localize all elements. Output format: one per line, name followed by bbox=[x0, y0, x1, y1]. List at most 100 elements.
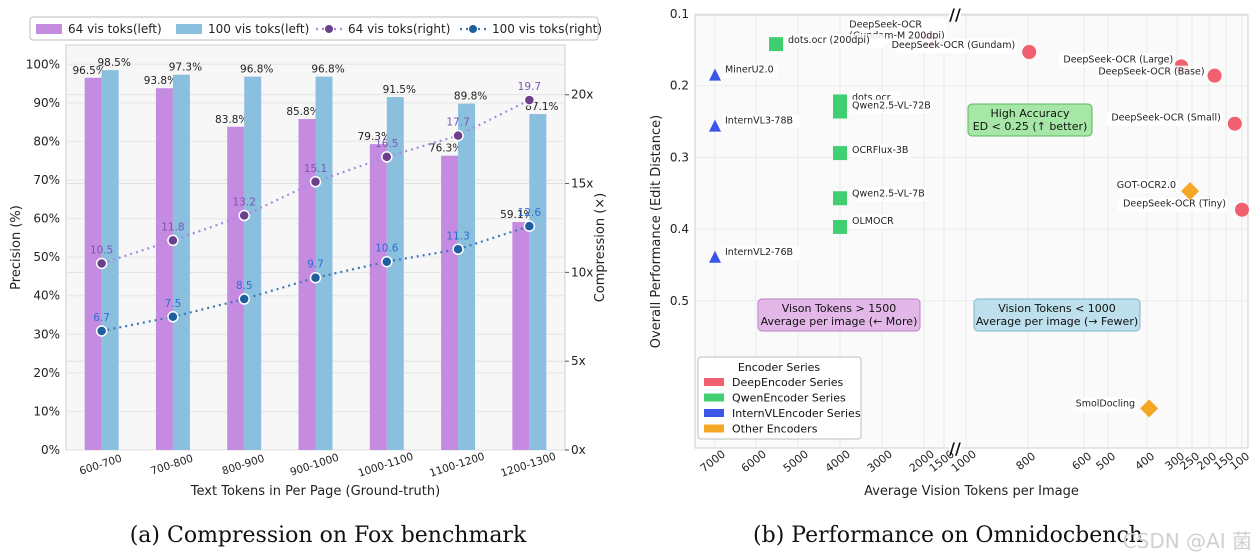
point-deepencoder bbox=[1207, 68, 1222, 83]
legend-label-b: DeepEncoder Series bbox=[732, 376, 844, 389]
y2-tick-label: 0x bbox=[571, 443, 586, 457]
y-tick-label: 40% bbox=[33, 289, 60, 303]
bar-value-label: 83.8% bbox=[215, 114, 248, 126]
line-value-label: 10.6 bbox=[375, 243, 399, 255]
x-tick-label-b: 400 bbox=[1133, 450, 1158, 473]
line-point bbox=[381, 255, 393, 268]
bar-64-vis-toks bbox=[227, 126, 245, 451]
line-point bbox=[309, 271, 322, 284]
legend-box-b bbox=[697, 356, 862, 440]
legend-swatch-b bbox=[704, 424, 724, 433]
y-tick-label-b: 0.5 bbox=[670, 294, 689, 308]
point-label: OCRFlux-3B bbox=[852, 145, 908, 156]
line-value-label: 11.3 bbox=[446, 230, 469, 242]
point-qwenencoder bbox=[833, 219, 847, 234]
axis-break-mark-top: // bbox=[949, 5, 961, 24]
point-label-group: DeepSeek-OCR (Gundam) bbox=[892, 39, 1018, 54]
point-label-group: SmolDocling bbox=[1071, 397, 1138, 412]
line-value-label: 16.5 bbox=[375, 138, 398, 150]
y-tick-label: 80% bbox=[33, 134, 60, 148]
bar-64-vis-toks bbox=[512, 222, 530, 450]
point-label-bg bbox=[723, 245, 800, 260]
bar-100-vis-toks bbox=[101, 70, 119, 451]
x-axis-label: Text Tokens in Per Page (Ground-truth) bbox=[190, 484, 440, 499]
bar-100-vis-toks bbox=[529, 114, 547, 451]
x-tick-label-b: 800 bbox=[1014, 450, 1039, 473]
point-label: SmolDocling bbox=[1076, 398, 1135, 409]
point-label: InternVL2-76B bbox=[725, 247, 793, 258]
line-point bbox=[309, 176, 322, 188]
x-axis-label-b: Average Vision Tokens per Image bbox=[864, 484, 1079, 499]
bar-64-vis-toks bbox=[84, 77, 102, 451]
legend-swatch-b bbox=[704, 378, 724, 386]
point-label-bg bbox=[1059, 53, 1176, 68]
legend-label: 64 vis toks(left) bbox=[68, 22, 162, 36]
annotation-text: ED < 0.25 (↑ better) bbox=[973, 120, 1088, 133]
point-label-bg bbox=[850, 99, 933, 114]
y-tick-label-b: 0.3 bbox=[670, 150, 689, 164]
legend-title: Encoder Series bbox=[738, 361, 821, 374]
point-label: Qwen2.5-VL-72B bbox=[852, 101, 931, 112]
bar-value-label: 96.8% bbox=[240, 64, 273, 76]
point-other-encoder bbox=[1140, 399, 1159, 418]
point-internvlencoder bbox=[709, 250, 721, 263]
chart-compression-fox: 0% 10% 20% 30% 40% 50% 60% 70% 80% 90% 100% 0x 5x 10x… bbox=[9, 16, 608, 548]
point-label: (Gundam-M 200dpi) bbox=[849, 31, 944, 42]
y2-tick-label: 5x bbox=[571, 354, 586, 368]
point-label-group: DeepSeek-OCR (Small) bbox=[1106, 111, 1223, 126]
y-tick-label: 100% bbox=[26, 57, 60, 71]
line-value-label: 7.5 bbox=[165, 298, 182, 310]
legend-marker bbox=[469, 25, 477, 33]
point-label-group: DeepSeek-OCR (Tiny) bbox=[1117, 197, 1228, 212]
point-label-group: dots.ocr (200dpi) bbox=[786, 34, 886, 49]
point-label-bg bbox=[850, 214, 888, 229]
legend-label-b: Other Encoders bbox=[732, 423, 818, 436]
line-value-label: 12.6 bbox=[518, 207, 542, 219]
y-tick-label-b: 0.2 bbox=[670, 79, 689, 93]
point-deepencoder bbox=[1022, 45, 1037, 60]
point-label: DeepSeek-OCR (Gundam) bbox=[892, 40, 1016, 51]
bar-value-label: 85.8% bbox=[286, 106, 319, 118]
annotation-bg bbox=[757, 298, 921, 332]
y-tick-label: 90% bbox=[33, 96, 60, 110]
point-deepencoder bbox=[1227, 116, 1242, 131]
bar-100-vis-toks bbox=[172, 74, 190, 450]
bar-100-vis-toks bbox=[386, 97, 404, 451]
line-value-label: 13.2 bbox=[233, 197, 256, 209]
bar-64-vis-toks bbox=[155, 88, 173, 450]
point-qwenencoder bbox=[769, 37, 784, 52]
line-point bbox=[167, 311, 179, 323]
x-tick-label-b: 4000 bbox=[823, 448, 853, 475]
y2-tick-label: 20x bbox=[571, 88, 593, 102]
x-tick-label-b: 500 bbox=[1094, 450, 1119, 473]
bar-value-label: 93.8% bbox=[144, 75, 177, 87]
line-point bbox=[381, 151, 393, 163]
point-label-group: Qwen2.5-VL-72B bbox=[850, 99, 933, 114]
point-label: OLMOCR bbox=[852, 216, 894, 227]
annotation-bg bbox=[967, 103, 1093, 137]
point-label: MinerU2.0 bbox=[725, 65, 774, 76]
bar-value-label: 98.5% bbox=[97, 57, 130, 69]
x-tick-label-b: 600 bbox=[1070, 450, 1095, 473]
point-label-group: DeepSeek-OCR (Base) bbox=[1096, 65, 1207, 80]
y-tick-label: 10% bbox=[33, 404, 60, 418]
line-value-label: 19.7 bbox=[518, 81, 541, 93]
point-label: dots.ocr (200dpi) bbox=[788, 35, 870, 46]
line-point bbox=[452, 243, 464, 256]
point-label-bg bbox=[850, 144, 910, 159]
x-tick-label-b: 7000 bbox=[698, 448, 728, 475]
legend-swatch-b bbox=[704, 393, 724, 402]
line-point bbox=[238, 209, 250, 222]
y-axis-label-b: Overall Performance (Edit Distance) bbox=[649, 115, 664, 348]
legend-marker bbox=[325, 25, 333, 33]
point-qwenencoder bbox=[833, 191, 847, 206]
legend-label: 64 vis toks(right) bbox=[348, 22, 450, 36]
bar-value-label: 96.8% bbox=[311, 64, 344, 76]
point-internvlencoder bbox=[709, 119, 721, 132]
point-label-bg bbox=[895, 39, 1018, 54]
point-label-group: OCRFlux-3B bbox=[850, 144, 910, 159]
legend: 64 vis toks(left) 100 vis toks(left) 64 vi… bbox=[29, 16, 602, 41]
point-label-bg bbox=[1117, 197, 1228, 212]
